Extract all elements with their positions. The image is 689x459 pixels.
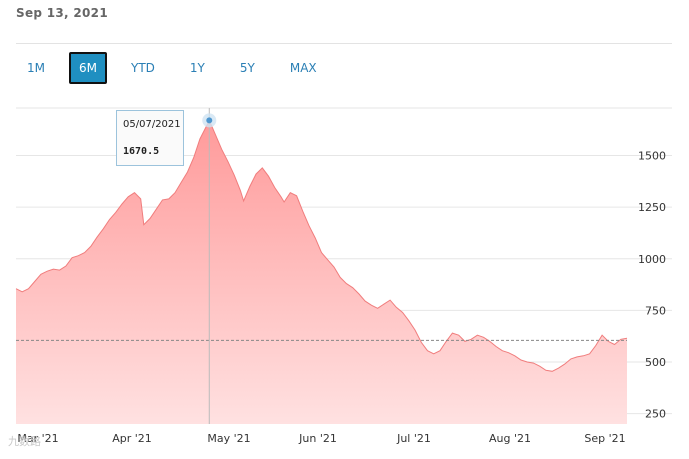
price-line [15, 119, 628, 372]
divider [16, 43, 672, 44]
range-button-5y[interactable]: 5Y [239, 61, 255, 75]
x-tick-label: Aug '21 [489, 432, 531, 445]
range-button-ytd[interactable]: YTD [131, 61, 155, 75]
watermark: 九数路 [8, 435, 41, 448]
y-tick-label: 250 [645, 408, 666, 421]
y-tick-label: 1250 [638, 201, 666, 214]
x-tick-label: Apr '21 [112, 432, 152, 445]
y-tick-label: 500 [645, 356, 666, 369]
range-button-1y[interactable]: 1Y [189, 61, 205, 75]
x-tick-label: May '21 [207, 432, 250, 445]
tooltip-date: 05/07/2021 [123, 119, 181, 130]
chart-tooltip: 05/07/2021 1670.5 [116, 110, 184, 166]
range-button-max[interactable]: MAX [289, 61, 317, 75]
x-tick-label: Jun '21 [298, 432, 337, 445]
date-header: Sep 13, 2021 [16, 6, 108, 20]
y-tick-label: 1000 [638, 253, 666, 266]
range-button-1m[interactable]: 1M [27, 61, 45, 75]
x-tick-label: Sep '21 [584, 432, 625, 445]
x-tick-label: Mar '21 [17, 432, 58, 445]
price-area [16, 120, 627, 425]
y-tick-label: 1500 [638, 150, 666, 163]
highlight-point [206, 117, 213, 124]
x-tick-label: Jul '21 [396, 432, 431, 445]
range-button-6m[interactable]: 6M [69, 52, 107, 84]
time-range-selector: 1M 6M YTD 1Y 5Y MAX [16, 52, 341, 84]
y-tick-label: 750 [645, 304, 666, 317]
tooltip-value: 1670.5 [123, 146, 160, 157]
